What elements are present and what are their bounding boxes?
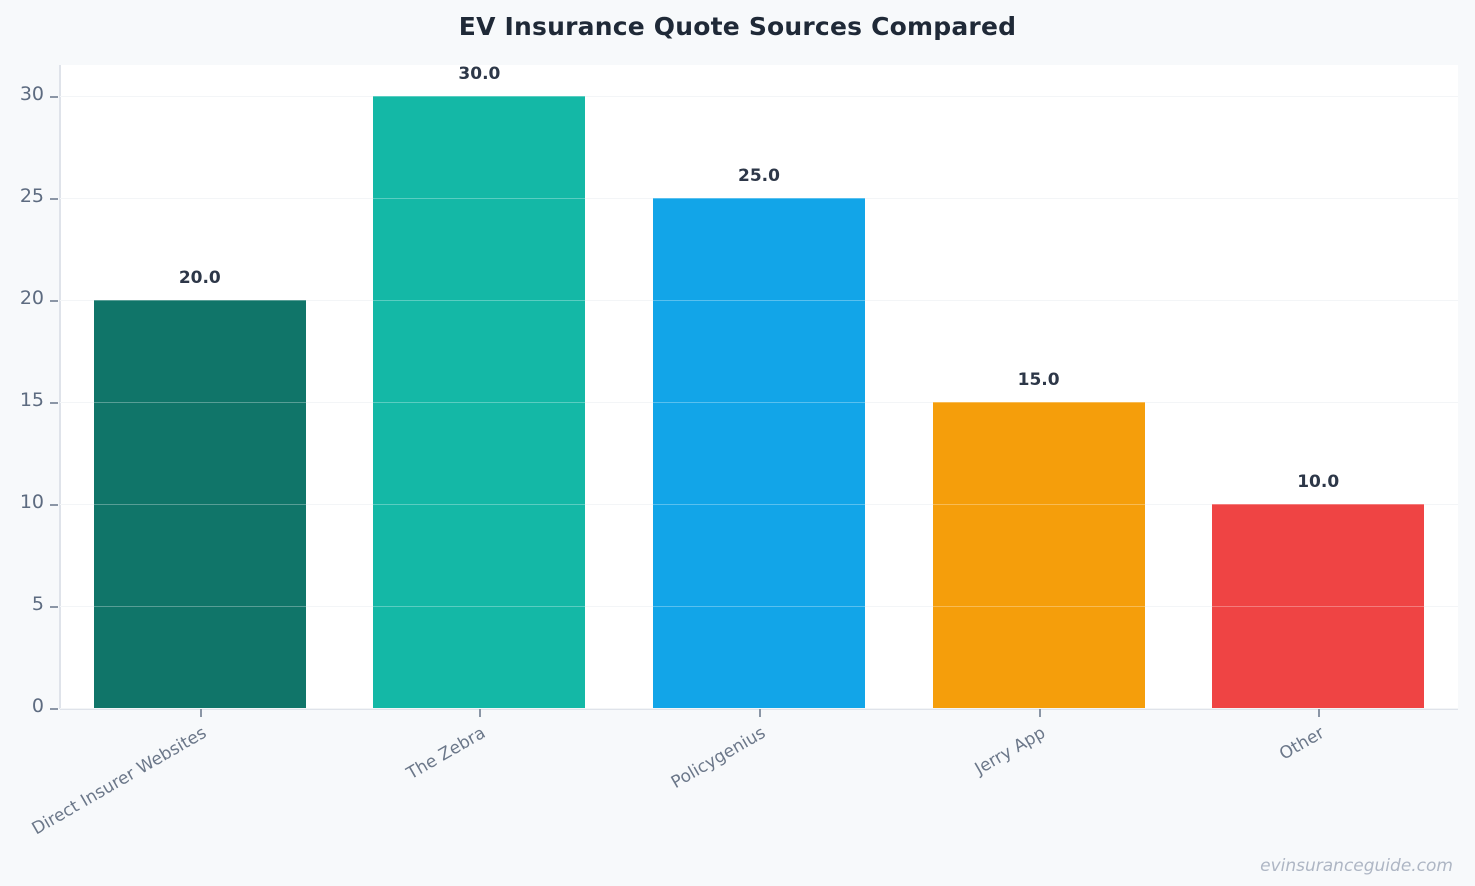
x-tick-label: Policygenius	[667, 723, 769, 793]
x-tick-mark	[759, 709, 761, 717]
x-tick-mark	[1318, 709, 1320, 717]
gridline	[60, 708, 1458, 709]
x-tick-mark	[200, 709, 202, 717]
y-tick-label: 20	[19, 286, 44, 309]
y-axis-line	[59, 65, 61, 709]
y-tick-mark	[50, 300, 58, 302]
bar[interactable]	[1212, 503, 1425, 708]
gridline-over-bar	[60, 504, 1458, 505]
y-tick-label: 0	[31, 695, 44, 717]
y-tick-mark	[50, 198, 58, 200]
bar-value-label: 25.0	[738, 165, 780, 186]
y-tick-label: 10	[19, 490, 44, 513]
y-tick-label: 25	[19, 184, 44, 207]
bar[interactable]	[373, 95, 586, 708]
gridline-over-bar	[60, 198, 1458, 199]
y-tick-label: 30	[19, 82, 44, 105]
gridline-over-bar	[60, 402, 1458, 403]
bar[interactable]	[653, 197, 865, 708]
gridline	[60, 96, 1458, 97]
x-tick-label: The Zebra	[403, 723, 490, 784]
gridline-over-bar	[60, 708, 1458, 709]
gridline-over-bar	[60, 96, 1458, 97]
y-tick-mark	[50, 402, 58, 404]
x-tick-label: Jerry App	[971, 723, 1049, 780]
bar[interactable]	[93, 299, 306, 708]
gridline-over-bar	[60, 606, 1458, 607]
x-tick-mark	[1039, 709, 1041, 717]
y-tick-mark	[50, 504, 58, 506]
y-tick-mark	[50, 606, 58, 608]
chart-title: EV Insurance Quote Sources Compared	[458, 12, 1017, 41]
watermark: evinsuranceguide.com	[1260, 856, 1453, 876]
bar[interactable]	[932, 401, 1145, 708]
y-tick-mark	[50, 708, 58, 710]
y-tick-label: 15	[19, 388, 44, 411]
gridline-over-bar	[60, 300, 1458, 301]
y-tick-label: 5	[31, 592, 44, 615]
x-tick-label: Other	[1276, 723, 1329, 765]
bar-value-label: 15.0	[1017, 369, 1060, 390]
bar-value-label: 20.0	[178, 267, 221, 288]
x-tick-label: Direct Insurer Websites	[28, 723, 210, 840]
bar-value-label: 30.0	[458, 63, 501, 84]
bar-value-label: 10.0	[1297, 471, 1340, 492]
y-tick-mark	[50, 96, 58, 98]
bars-container	[60, 65, 1458, 708]
x-tick-mark	[479, 709, 481, 717]
